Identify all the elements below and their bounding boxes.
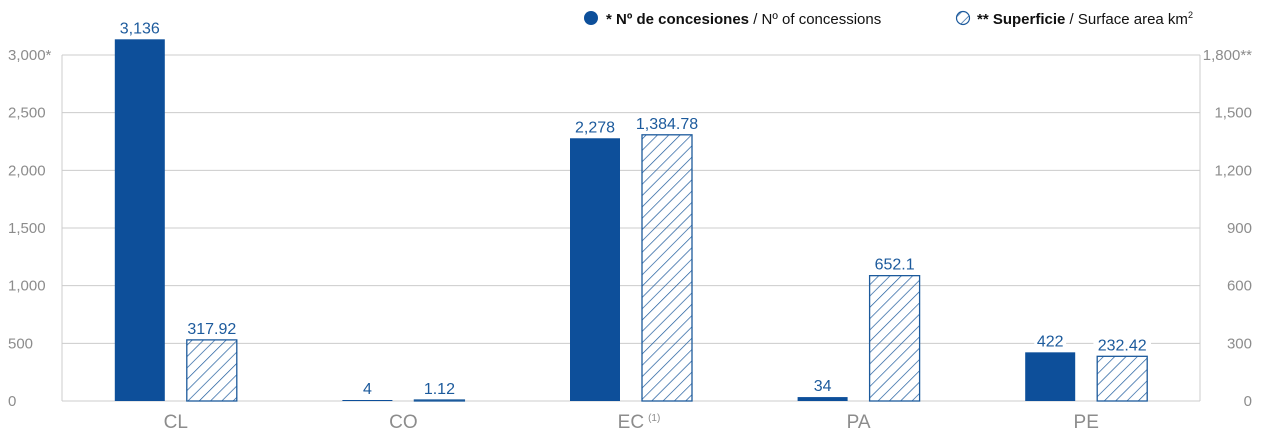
data-label: 317.92 (187, 321, 236, 338)
left-axis-tick-label: 2,500 (8, 105, 46, 122)
bar-surface-area (413, 399, 466, 402)
category-note: (1) (648, 413, 660, 424)
legend-label-concessions-bold: * Nº de concesiones (606, 11, 749, 28)
data-label-bg (570, 117, 620, 137)
right-axis-tick-label: 1,500 (1214, 105, 1252, 122)
category-label: PA (847, 412, 871, 430)
category-label: CL (164, 412, 188, 430)
left-axis-tick-label: 1,000 (8, 278, 46, 295)
data-label-bg (870, 254, 920, 274)
data-labels: 3,136 317.92 4 1.12 2,278 1,384.78 34 652.1 422 2… (115, 18, 1151, 398)
legend-item-concessions: * Nº de concesiones / Nº of concessions (584, 11, 881, 28)
legend-label-surface-sup: 2 (1188, 10, 1193, 20)
right-axis-tick-label: 1,800** (1203, 47, 1252, 64)
category-label: PE (1074, 412, 1099, 430)
data-label: 4 (363, 381, 372, 398)
data-label-bg (629, 113, 705, 133)
data-label-bg (1093, 335, 1151, 355)
bar-concessions (1025, 352, 1076, 401)
right-axis-tick-label: 1,200 (1214, 162, 1252, 179)
bar-concessions (570, 138, 620, 401)
data-label-bg (183, 318, 241, 338)
data-label-bg (360, 379, 375, 398)
legend-swatch-solid (584, 11, 598, 25)
axes: 0 500 1,000 1,500 2,000 2,500 3,000* 0 300 600 900… (8, 47, 1252, 410)
data-label-bg (419, 379, 460, 398)
right-axis-tick-label: 300 (1227, 335, 1252, 352)
right-axis-tick-label: 0 (1244, 393, 1252, 410)
svg-text:** Superficie / Surface area k: ** Superficie / Surface area km2 (977, 10, 1193, 28)
category-label: EC (1) (618, 412, 661, 430)
data-label: 232.42 (1098, 337, 1147, 354)
bar-surface-area (1096, 355, 1148, 402)
gridlines (62, 54, 1200, 402)
bar-surface-area (868, 275, 921, 402)
legend-item-surface: ** Superficie / Surface area km2 (955, 10, 1193, 28)
data-label: 652.1 (875, 257, 915, 274)
data-label: 2,278 (575, 119, 615, 136)
left-axis-tick-label: 3,000* (8, 47, 52, 64)
data-label-bg (811, 376, 835, 396)
category-labels: CL CO EC (1) PA PE (164, 412, 1099, 430)
left-axis-tick-label: 1,500 (8, 220, 46, 237)
left-axis-tick-label: 0 (8, 393, 16, 410)
data-label: 3,136 (120, 20, 160, 37)
bars (114, 39, 1148, 402)
bar-concessions (797, 397, 848, 401)
data-label: 1.12 (424, 381, 455, 398)
bar-surface-area (641, 134, 693, 402)
left-axis-tick-label: 2,000 (8, 162, 46, 179)
legend-label-surface-rest: / Surface area km (1065, 11, 1188, 28)
legend-label-concessions-rest: / Nº of concessions (749, 11, 881, 28)
data-label-bg (1034, 331, 1067, 351)
category-label: CO (389, 412, 418, 430)
bar-concessions (114, 39, 165, 401)
data-label: 34 (814, 378, 832, 395)
legend-swatch-hatched (955, 10, 971, 26)
data-label: 1,384.78 (636, 116, 698, 133)
right-axis-tick-label: 600 (1227, 278, 1252, 295)
right-axis-tick-label: 900 (1227, 220, 1252, 237)
bar-surface-area (186, 339, 238, 402)
svg-text:* Nº de concesiones / Nº of co: * Nº de concesiones / Nº of concessions (606, 11, 881, 28)
bar-concessions (342, 400, 393, 401)
left-axis-tick-label: 500 (8, 335, 33, 352)
data-label-bg (115, 18, 165, 38)
legend-label-surface-bold: ** Superficie (977, 11, 1065, 28)
legend: * Nº de concesiones / Nº of concessions … (584, 10, 1193, 28)
data-label: 422 (1037, 333, 1064, 350)
